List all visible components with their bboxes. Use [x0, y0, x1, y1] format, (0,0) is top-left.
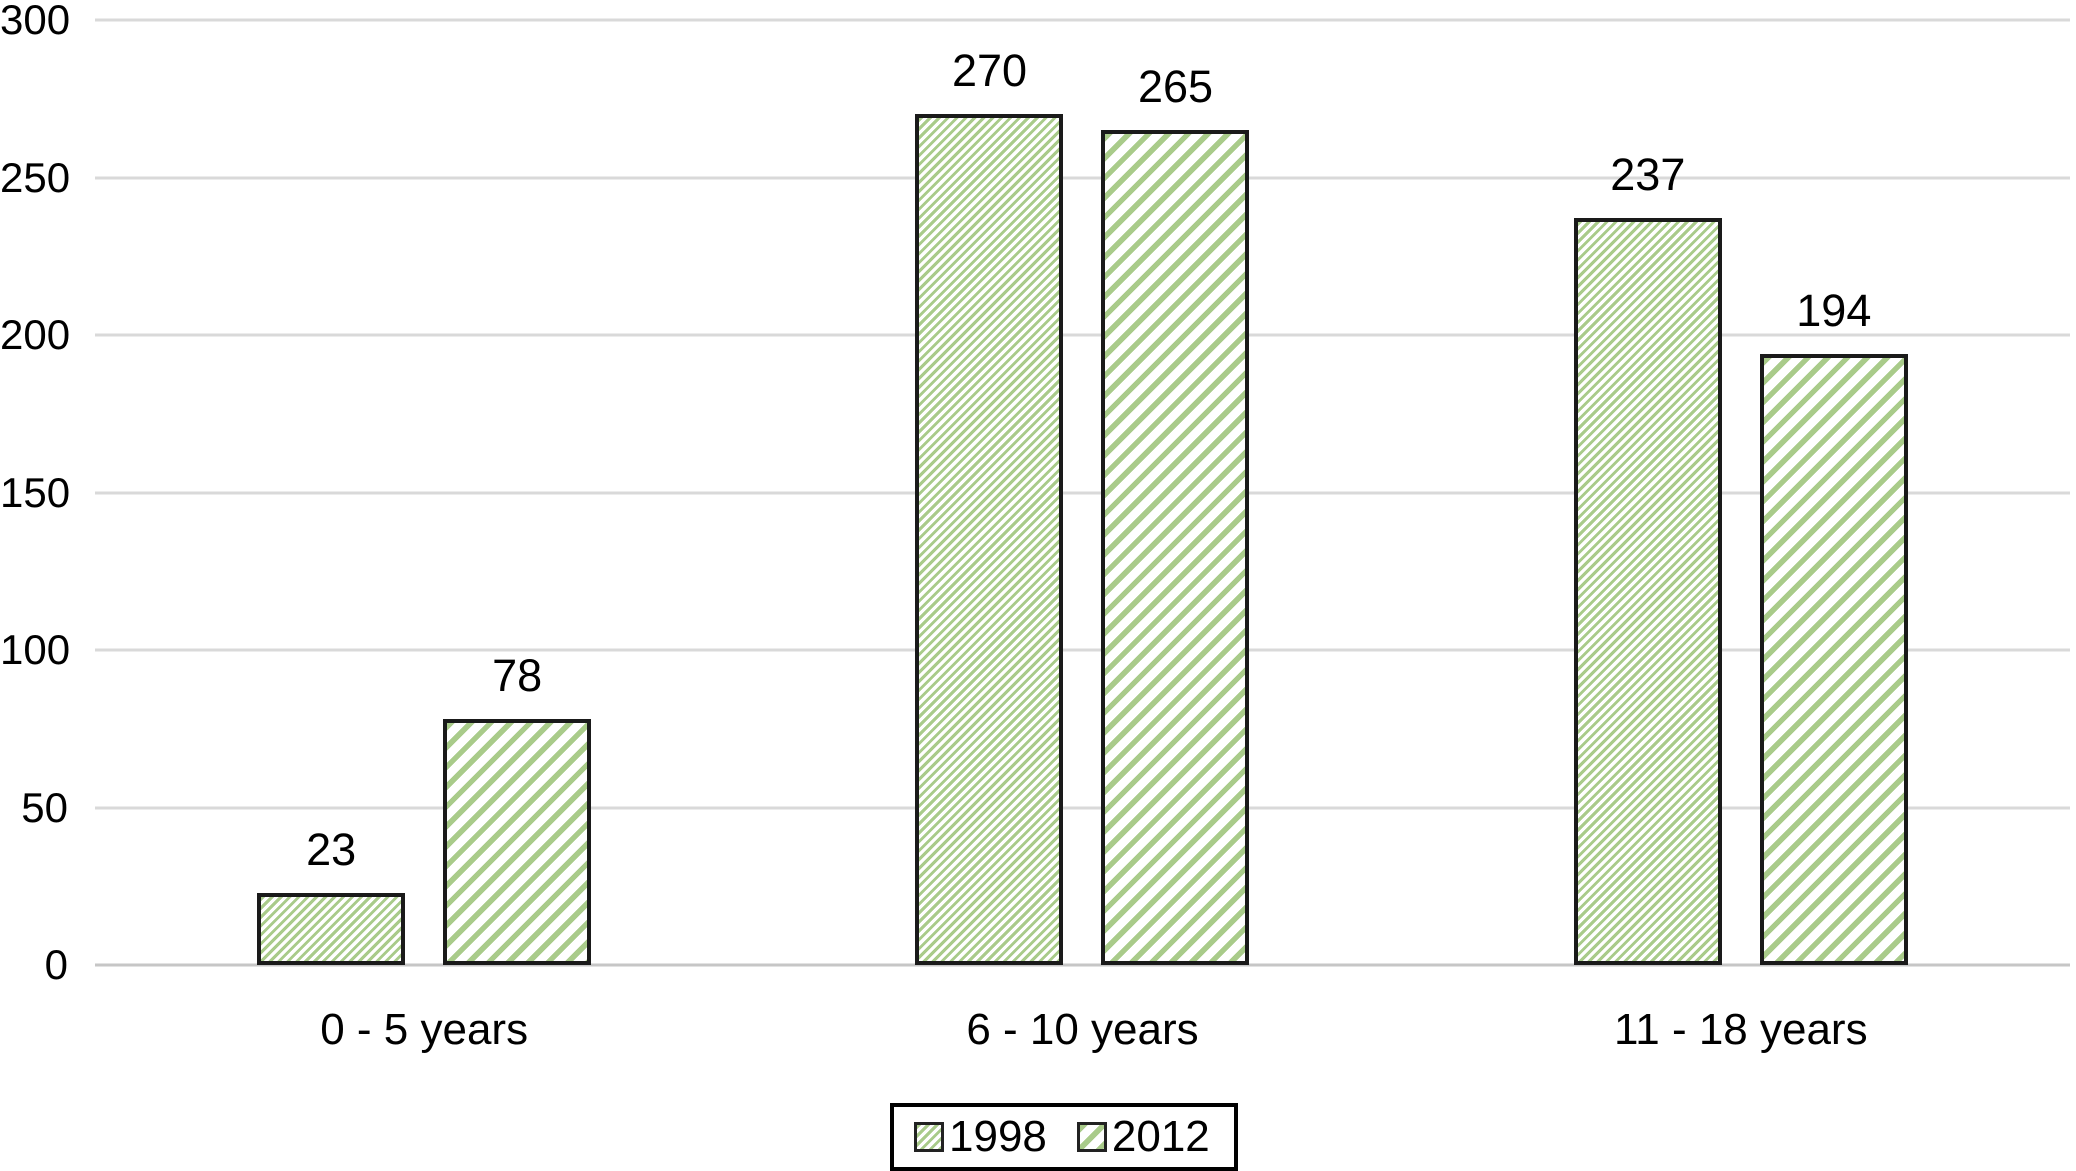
bar-group-0-5-years: 23 78	[95, 20, 753, 965]
legend-item-2012: 2012	[1076, 1112, 1210, 1161]
legend: 1998 2012	[890, 1103, 1238, 1171]
bar-value-label: 265	[1137, 60, 1214, 112]
x-category-label: 11 - 18 years	[1614, 1005, 1868, 1054]
y-tick-label: 200	[0, 311, 71, 358]
bar-group-6-10-years: 270 265	[753, 20, 1411, 965]
bar-value-label: 23	[306, 823, 357, 875]
gridline	[95, 806, 2070, 809]
plot-area: 23 78 270 265 237 194	[95, 18, 2070, 967]
y-tick-label: 100	[0, 626, 71, 673]
bar-value-label: 270	[951, 44, 1028, 96]
bar-2012-0-5-years: 78	[443, 650, 592, 965]
bar-1998-6-10-years: 270	[915, 45, 1064, 965]
y-tick-label: 0	[44, 941, 68, 988]
bar-2012-6-10-years: 265	[1101, 61, 1250, 965]
legend-swatch-2012	[1076, 1122, 1107, 1152]
y-tick-label: 150	[0, 468, 71, 516]
gridline	[95, 333, 2070, 337]
gridline	[95, 648, 2070, 652]
y-tick-label: 50	[21, 783, 68, 831]
legend-label: 1998	[949, 1112, 1047, 1161]
bar-1998-0-5-years: 23	[257, 824, 406, 965]
x-category-label: 6 - 10 years	[966, 1005, 1199, 1054]
gridline	[95, 18, 2070, 22]
bar-group-11-18-years: 237 194	[1412, 20, 2070, 965]
gridline	[95, 491, 2070, 494]
y-tick-label: 250	[0, 153, 71, 201]
legend-label: 2012	[1111, 1112, 1210, 1161]
bar-1998-11-18-years: 237	[1573, 149, 1722, 965]
bar-value-label: 78	[492, 649, 543, 701]
x-category-label: 0 - 5 years	[320, 1005, 529, 1054]
gridline	[95, 176, 2070, 179]
bar-2012-11-18-years: 194	[1759, 285, 1908, 965]
legend-swatch-1998	[914, 1122, 944, 1152]
bar-value-label: 194	[1796, 284, 1872, 336]
x-axis-line	[95, 963, 2070, 967]
bar-value-label: 237	[1610, 148, 1686, 200]
legend-item-1998: 1998	[914, 1115, 1047, 1159]
y-tick-label: 300	[0, 0, 71, 43]
